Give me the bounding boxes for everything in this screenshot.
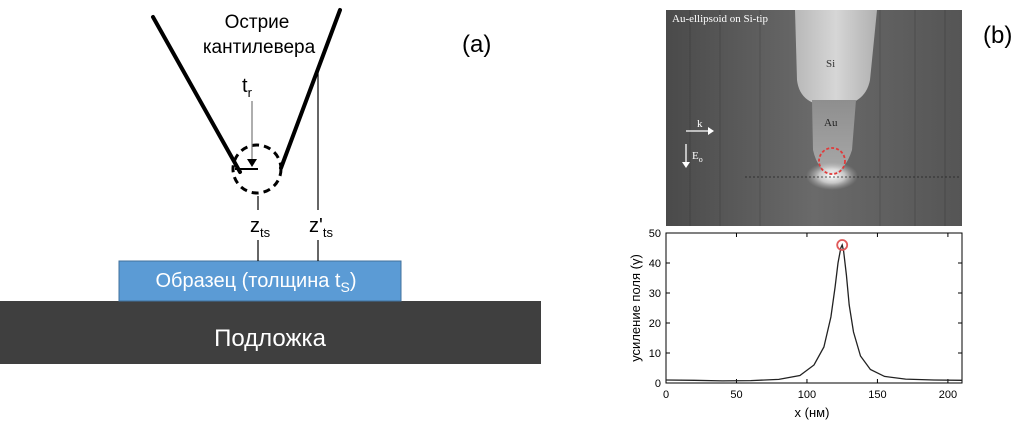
simulation-image: Si Au Au-ellipsoid on Si-tip k Eo <box>666 10 962 226</box>
tip-radius-circle <box>231 143 283 195</box>
x-tick-label: 100 <box>798 389 816 401</box>
e0-arrowhead <box>682 162 690 168</box>
sample-block <box>118 260 402 302</box>
hot-spot-circle <box>818 147 846 175</box>
si-tip-shape <box>795 10 877 106</box>
k-label: k <box>697 118 703 130</box>
x-tick-label: 50 <box>730 389 742 401</box>
x-tick-label: 200 <box>939 389 957 401</box>
y-tick-label: 30 <box>649 288 661 300</box>
k-arrowhead <box>708 127 714 135</box>
y-axis-label: усиление поля (γ) <box>628 254 643 362</box>
substrate-label: Подложка <box>214 325 327 352</box>
panel-b: (b) Si Au Au-ellipsoid on Si-tip <box>628 10 1012 420</box>
t-r-label: tr <box>242 75 253 100</box>
au-ellipsoid-shape <box>812 100 856 172</box>
z-prime-ts-label: z'ts <box>309 215 333 240</box>
tip-right-edge <box>279 8 342 170</box>
chart-frame <box>665 232 963 384</box>
hot-spot-glow <box>806 162 858 190</box>
panel-a: Подложка Образец (толщина tS) Острие кан… <box>0 8 541 364</box>
tip-left-edge <box>151 15 242 174</box>
tip-title-line2: кантилевера <box>203 37 316 58</box>
si-label: Si <box>826 58 835 70</box>
tip-title-line1: Острие <box>225 12 290 33</box>
sample-label: Образец (толщина tS) <box>156 270 357 295</box>
x-axis-ticks: 0 50 100 150 200 <box>663 233 957 401</box>
x-axis-label: x (нм) <box>795 405 830 420</box>
panel-b-label: (b) <box>983 22 1012 49</box>
y-tick-label: 20 <box>649 318 661 330</box>
t-r-arrowhead <box>247 159 257 167</box>
sim-title: Au-ellipsoid on Si-tip <box>672 13 768 25</box>
x-tick-label: 0 <box>663 389 669 401</box>
y-tick-label: 10 <box>649 348 661 360</box>
substrate-block <box>0 301 541 364</box>
peak-marker <box>836 239 849 251</box>
z-ts-label: zts <box>250 215 271 240</box>
y-tick-label: 40 <box>649 258 661 270</box>
panel-a-label: (a) <box>462 31 491 58</box>
series-line <box>665 243 963 382</box>
field-enhancement-chart: 0 10 20 30 40 50 0 50 100 150 200 x (нм) усиление… <box>628 228 963 420</box>
y-tick-label: 50 <box>649 228 661 240</box>
y-axis-ticks: 0 10 20 30 40 50 <box>649 228 962 390</box>
au-label: Au <box>824 117 838 129</box>
x-tick-label: 150 <box>868 389 886 401</box>
y-tick-label: 0 <box>655 378 661 390</box>
e0-label: Eo <box>692 150 703 164</box>
